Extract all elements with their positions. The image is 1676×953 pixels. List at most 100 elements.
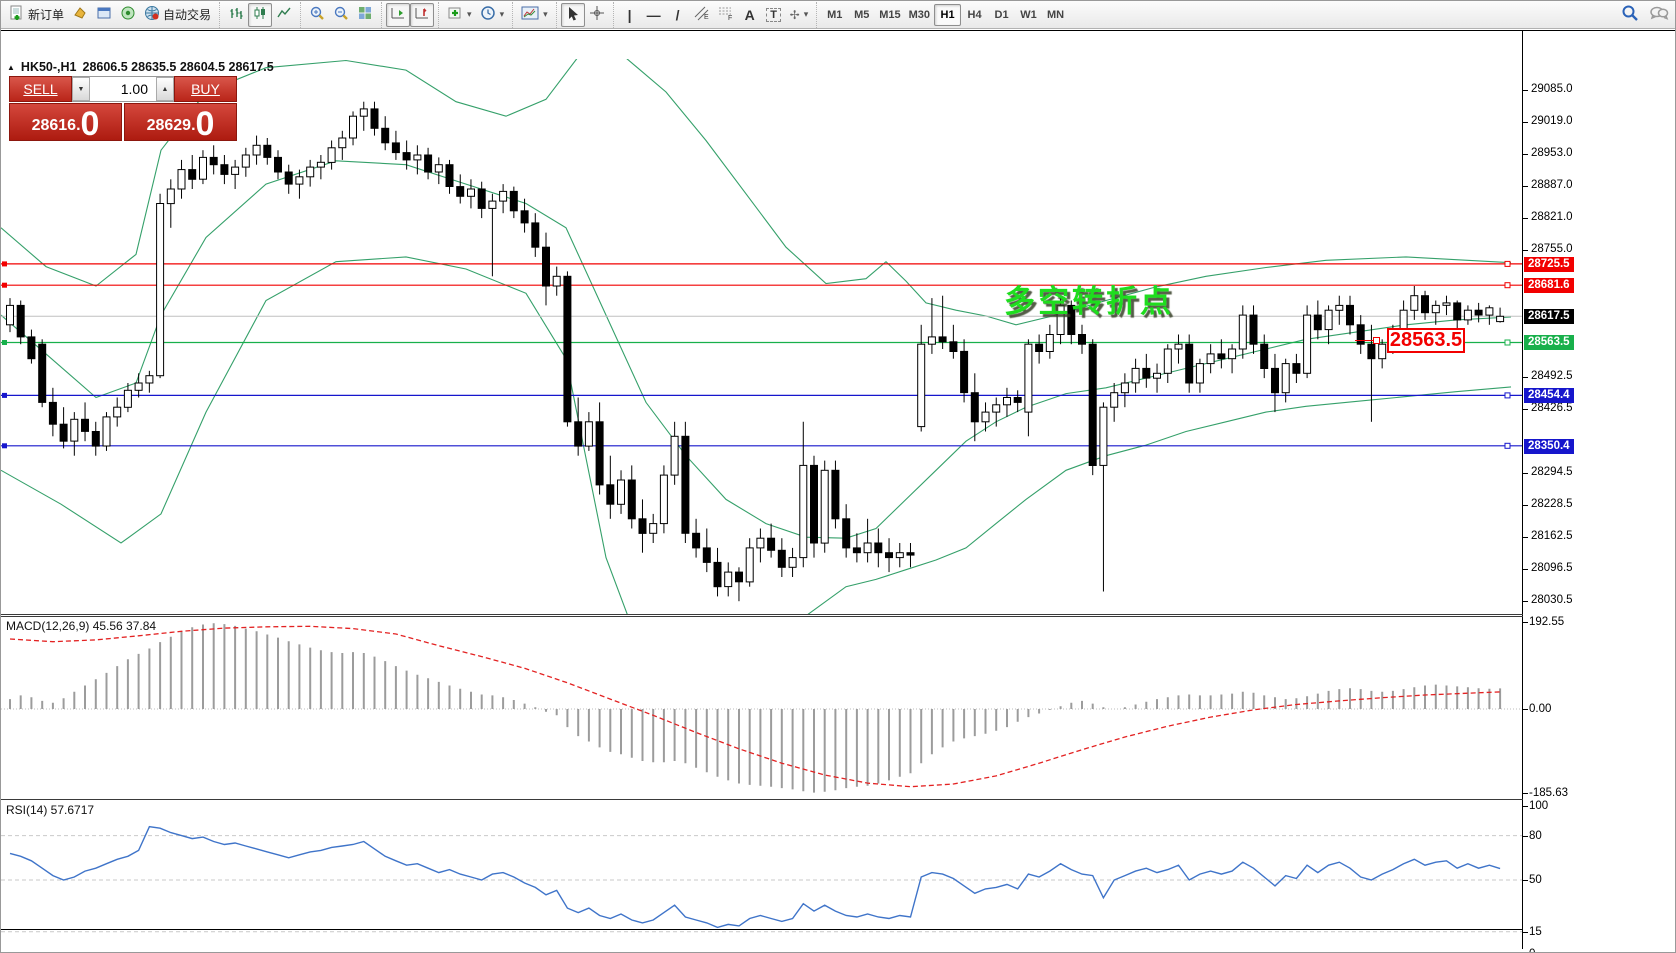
tile-windows-icon <box>357 5 373 24</box>
chart-shift-button[interactable] <box>410 2 435 27</box>
price-scale[interactable]: 29085.0 29019.0 28953.0 28887.0 28821.0 28755… <box>1523 58 1675 952</box>
candle-body <box>874 542 883 554</box>
candle-body <box>499 190 508 202</box>
fibonacci-tool[interactable]: F <box>714 3 738 27</box>
profile-icon <box>72 5 88 24</box>
sell-price-display[interactable]: 28616. 0 <box>9 103 122 141</box>
candle-body <box>220 164 229 175</box>
candle-body <box>123 389 132 408</box>
cursor-button[interactable] <box>560 2 585 27</box>
chart-annotation-text[interactable]: 多空转折点 <box>1004 284 1174 319</box>
market-watch-button[interactable] <box>92 3 116 27</box>
zoom-out-button[interactable] <box>329 3 353 27</box>
line-chart-button[interactable] <box>272 3 296 27</box>
candle-body <box>1292 363 1301 374</box>
signals-button[interactable] <box>116 3 140 27</box>
bollinger-lower-band[interactable] <box>1 256 1512 703</box>
auto-scroll-icon <box>390 5 406 24</box>
crosshair-button[interactable] <box>585 3 609 27</box>
sell-button[interactable]: SELL <box>9 76 72 102</box>
trendline-tool[interactable]: / <box>666 3 690 27</box>
volume-input[interactable]: 1.00 <box>120 81 148 97</box>
periods-button[interactable]: ▾ <box>476 3 509 27</box>
timeframe-button-mn[interactable]: MN <box>1046 8 1065 21</box>
chart-window[interactable]: ▲ HK50-,H1 28606.5 28635.5 28604.5 28617… <box>1 29 1675 953</box>
candle-body <box>702 547 711 563</box>
pane-separator[interactable] <box>1 614 1675 615</box>
horizontal-line-tool[interactable]: — <box>642 3 666 27</box>
price-tag[interactable]: 28563.5 <box>1387 328 1465 353</box>
price-tick <box>1523 90 1528 91</box>
timeframe-button-m5[interactable]: M5 <box>854 8 870 21</box>
timeframe-button-w1[interactable]: W1 <box>1020 8 1037 21</box>
candle-body <box>1056 304 1065 335</box>
candle-body <box>1185 343 1194 384</box>
volume-decrease-button[interactable]: ▼ <box>72 77 90 101</box>
rsi-pane[interactable] <box>1 825 1522 933</box>
text-tool[interactable]: A <box>738 3 762 27</box>
chart-canvas[interactable] <box>1 58 1522 953</box>
line-handle[interactable] <box>1504 260 1511 267</box>
candle-body <box>413 154 422 161</box>
bar-chart-button[interactable] <box>224 3 248 27</box>
price-tick <box>1523 537 1528 538</box>
macd-label: MACD(12,26,9) 45.56 37.84 <box>6 619 157 633</box>
add-indicator-button[interactable]: ▾ <box>443 3 476 27</box>
pane-separator[interactable] <box>1 616 1675 617</box>
arrows-tool[interactable]: ✢ ▾ <box>786 3 813 27</box>
timeframe-button-d1[interactable]: D1 <box>994 8 1009 21</box>
clock-icon <box>480 5 496 24</box>
candlestick-chart-button[interactable] <box>248 2 273 27</box>
line-handle[interactable] <box>1504 339 1511 346</box>
zoom-in-button[interactable] <box>305 3 329 27</box>
macd-tick <box>1523 793 1528 794</box>
search-icon[interactable] <box>1621 4 1639 27</box>
new-order-button[interactable]: 新订单 <box>5 3 68 27</box>
candle-body <box>1313 314 1322 331</box>
channel-tool[interactable]: E <box>690 3 714 27</box>
price-tick-label: 28953.0 <box>1531 147 1573 159</box>
tile-windows-button[interactable] <box>353 3 377 27</box>
bollinger-middle-band[interactable] <box>1 160 1512 539</box>
chevron-down-icon: ▾ <box>499 9 505 19</box>
collapse-panel-icon[interactable]: ▲ <box>7 62 15 72</box>
timeframe-button-h4[interactable]: H4 <box>967 8 982 21</box>
text-label-tool[interactable]: T <box>762 3 786 27</box>
chart-profile-button[interactable] <box>68 3 92 27</box>
timeframe-button-m30[interactable]: M30 <box>908 8 931 21</box>
candle-body <box>1035 343 1044 353</box>
chart-bottom-border <box>1 929 1675 930</box>
timeframe-button-h1[interactable]: H1 <box>934 3 962 26</box>
vertical-line-tool[interactable]: | <box>618 3 642 27</box>
line-handle[interactable] <box>2 392 7 398</box>
timeframe-button-m15[interactable]: M15 <box>879 8 901 21</box>
line-handle[interactable] <box>1504 442 1511 449</box>
line-handle[interactable] <box>2 443 7 449</box>
candle-body <box>166 188 175 205</box>
volume-increase-button[interactable]: ▲ <box>156 77 174 101</box>
autotrading-button[interactable]: 自动交易 <box>140 3 215 27</box>
chat-icon[interactable] <box>1649 4 1669 27</box>
buy-button[interactable]: BUY <box>174 76 237 102</box>
candle-body <box>1206 353 1215 365</box>
price-tick-label: 28821.0 <box>1531 211 1573 223</box>
buy-price-display[interactable]: 28629. 0 <box>124 103 237 141</box>
macd-tick-label: -185.63 <box>1529 787 1569 799</box>
line-handle[interactable] <box>2 282 7 288</box>
line-handle[interactable] <box>1504 282 1511 289</box>
macd-pane[interactable] <box>1 623 1522 793</box>
line-handle[interactable] <box>2 340 7 345</box>
candle-body <box>1463 309 1472 321</box>
auto-scroll-button[interactable] <box>386 2 411 27</box>
timeframe-button-m1[interactable]: M1 <box>827 8 843 21</box>
candle-body <box>1142 367 1151 379</box>
pane-separator[interactable] <box>1 799 1675 800</box>
price-tag-anchor[interactable] <box>1373 337 1380 344</box>
line-handle[interactable] <box>2 261 7 267</box>
line-handle[interactable] <box>1504 392 1511 399</box>
rsi-tick-label: 0 <box>1529 948 1535 952</box>
main-pane[interactable] <box>1 58 1522 703</box>
templates-button[interactable]: ▾ <box>517 3 552 27</box>
candle-body <box>1131 367 1140 384</box>
candle-body <box>1421 295 1429 314</box>
